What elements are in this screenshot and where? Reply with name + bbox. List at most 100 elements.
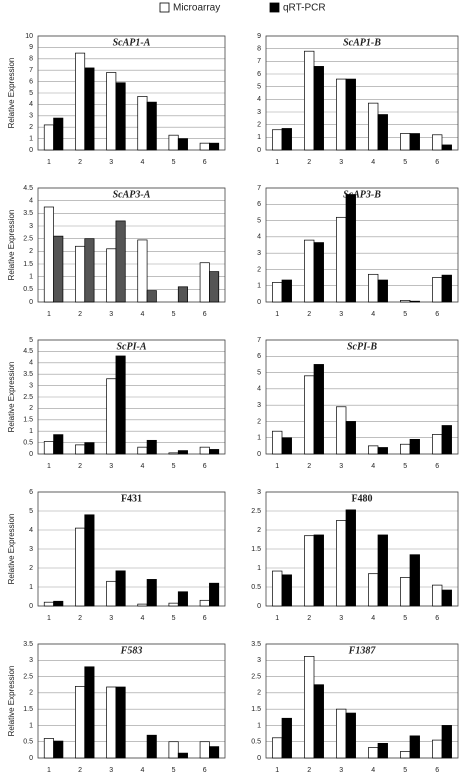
bar — [43, 206, 54, 303]
plot-frame — [265, 643, 459, 759]
y-tick-label: 3 — [29, 223, 33, 230]
y-tick-label: 5 — [29, 90, 33, 97]
x-tick-label: 3 — [339, 159, 343, 166]
bar — [209, 582, 220, 607]
bar — [53, 235, 64, 303]
y-tick-label: 0.5 — [251, 584, 261, 591]
bar — [345, 509, 356, 607]
bar — [272, 430, 283, 455]
y-tick-label: 2 — [257, 418, 261, 425]
y-tick-label: 7 — [257, 185, 261, 192]
bar — [272, 129, 283, 151]
bar — [377, 534, 388, 607]
y-tick-label: 6 — [257, 201, 261, 208]
y-tick-label: 1.5 — [23, 261, 33, 268]
y-tick-label: 0.5 — [23, 286, 33, 293]
bar — [304, 50, 315, 151]
y-tick-label: 1 — [257, 565, 261, 572]
x-tick-label: 6 — [203, 159, 207, 166]
bar — [199, 599, 210, 607]
y-tick-label: 1 — [29, 135, 33, 142]
bar — [43, 738, 54, 759]
y-tick-label: 0.5 — [23, 439, 33, 446]
y-tick-label: 2.5 — [23, 673, 33, 680]
bar — [377, 742, 388, 759]
bar — [115, 355, 126, 455]
bar — [177, 752, 188, 759]
x-tick-label: 1 — [47, 159, 51, 166]
bar — [43, 124, 54, 151]
y-tick-label: 6 — [29, 78, 33, 85]
y-tick-label: 3 — [29, 113, 33, 120]
bar — [137, 239, 148, 303]
x-tick-label: 5 — [403, 311, 407, 318]
x-tick-label: 2 — [78, 463, 82, 470]
y-tick-label: 4 — [29, 198, 33, 205]
y-tick-label: 6 — [257, 71, 261, 78]
bar — [199, 446, 210, 455]
y-tick-label: 0 — [257, 299, 261, 306]
y-tick-label: 6 — [29, 489, 33, 496]
bar — [368, 573, 379, 607]
y-tick-label: 10 — [25, 33, 33, 40]
x-tick-label: 5 — [172, 311, 176, 318]
x-tick-label: 6 — [435, 159, 439, 166]
x-tick-label: 6 — [203, 311, 207, 318]
bar — [441, 274, 452, 303]
bar — [368, 445, 379, 455]
y-tick-label: 2 — [257, 527, 261, 534]
bar — [75, 527, 86, 607]
bar — [377, 447, 388, 455]
bar — [345, 712, 356, 759]
bar — [272, 570, 283, 607]
x-tick-label: 4 — [371, 463, 375, 470]
plot-frame — [37, 643, 226, 759]
legend-swatch — [159, 2, 170, 13]
bar — [441, 425, 452, 455]
y-tick-label: 0 — [29, 603, 33, 610]
bar — [137, 603, 148, 607]
bar — [115, 686, 126, 759]
y-tick-label: 5 — [29, 508, 33, 515]
y-tick-label: 5 — [257, 84, 261, 91]
y-tick-label: 0 — [257, 603, 261, 610]
y-axis-label: Relative Expression — [7, 58, 16, 129]
bar — [400, 133, 411, 151]
bar — [377, 114, 388, 151]
bar — [368, 273, 379, 303]
x-tick-label: 2 — [78, 767, 82, 774]
chart-title: F431 — [121, 493, 142, 504]
bar — [209, 142, 220, 151]
bar — [336, 708, 347, 759]
chart-title: ScAP1-A — [113, 37, 151, 48]
bar — [281, 437, 292, 455]
bar — [75, 444, 86, 455]
bar — [115, 220, 126, 303]
y-tick-label: 4 — [29, 360, 33, 367]
legend-swatch — [269, 2, 280, 13]
bar — [137, 96, 148, 151]
x-tick-label: 3 — [109, 463, 113, 470]
y-tick-label: 1.5 — [23, 417, 33, 424]
bar — [53, 600, 64, 607]
y-tick-label: 3 — [29, 382, 33, 389]
y-axis-label: Relative Expression — [7, 362, 16, 433]
y-tick-label: 2.5 — [251, 673, 261, 680]
x-tick-label: 2 — [78, 311, 82, 318]
x-tick-label: 3 — [109, 311, 113, 318]
chart-title: F583 — [120, 645, 143, 656]
bar — [115, 82, 126, 151]
y-tick-label: 2 — [257, 122, 261, 129]
bar — [146, 579, 157, 607]
bar — [409, 438, 420, 455]
bar — [75, 52, 86, 151]
y-tick-label: 4 — [257, 96, 261, 103]
x-tick-label: 1 — [275, 767, 279, 774]
y-tick-label: 2.5 — [251, 508, 261, 515]
x-tick-label: 2 — [307, 615, 311, 622]
y-tick-label: 6 — [257, 353, 261, 360]
y-tick-label: 1 — [257, 435, 261, 442]
x-tick-label: 6 — [435, 463, 439, 470]
bar — [432, 277, 443, 303]
bar — [409, 133, 420, 151]
